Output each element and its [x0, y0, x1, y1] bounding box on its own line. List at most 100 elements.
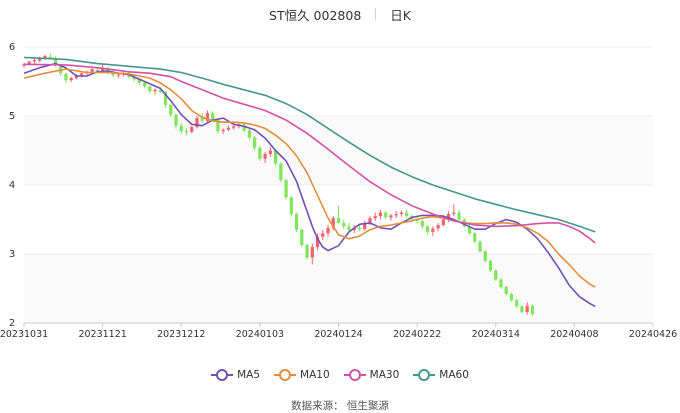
- candle: [174, 113, 178, 129]
- y-tick-label: 5: [9, 111, 15, 122]
- candle-body: [184, 131, 189, 133]
- candle-body: [205, 113, 210, 121]
- candle-body: [142, 82, 147, 87]
- candle-body: [59, 64, 63, 74]
- candle: [488, 259, 493, 272]
- candle: [425, 225, 430, 235]
- candle-body: [153, 89, 157, 92]
- candle: [43, 54, 47, 61]
- candle: [473, 231, 477, 243]
- candle-body: [148, 86, 152, 92]
- candle-body: [169, 104, 173, 115]
- period-label[interactable]: 日K: [390, 7, 411, 23]
- candle-body: [27, 61, 31, 65]
- candle-body: [310, 247, 314, 258]
- candle: [363, 220, 367, 231]
- x-tick-label: 20231031: [0, 329, 48, 340]
- candle-body: [226, 127, 231, 130]
- legend-marker-icon: [211, 369, 234, 381]
- candle-body: [384, 212, 388, 218]
- candle: [310, 243, 314, 265]
- candle-body: [216, 119, 220, 132]
- candle-body: [211, 113, 215, 120]
- candle-body: [378, 212, 383, 217]
- candle: [273, 149, 278, 166]
- candle-body: [43, 55, 47, 59]
- y-tick-label: 2: [9, 318, 15, 329]
- candle: [494, 269, 498, 281]
- candle: [394, 211, 398, 219]
- x-tick-label: 20240124: [314, 329, 362, 340]
- candle-body: [284, 180, 288, 198]
- moving-average-layer: [23, 56, 596, 308]
- candle: [384, 211, 388, 220]
- candle: [258, 145, 262, 161]
- candle-body: [64, 73, 68, 81]
- candle-body: [253, 137, 257, 148]
- candle-body: [331, 218, 335, 228]
- candle-body: [420, 220, 424, 227]
- candle: [221, 128, 225, 134]
- candle-body: [116, 74, 120, 76]
- legend-marker-icon: [343, 369, 366, 381]
- candle-body: [347, 226, 351, 230]
- legend-item-ma5[interactable]: MA5: [211, 369, 260, 381]
- candle: [190, 125, 194, 134]
- candle: [216, 118, 220, 134]
- candle-body: [258, 147, 262, 159]
- candle: [452, 204, 456, 217]
- candle-body: [478, 241, 482, 252]
- candle: [179, 122, 183, 134]
- candle: [294, 212, 299, 232]
- candle: [478, 240, 482, 253]
- candle-body: [101, 67, 105, 72]
- candle-body: [515, 300, 519, 307]
- candle-body: [200, 118, 204, 121]
- candle: [315, 233, 320, 250]
- candle-body: [483, 251, 487, 261]
- x-tick-label: 20240408: [550, 329, 598, 340]
- candle-body: [38, 58, 42, 61]
- legend-item-ma10[interactable]: MA10: [274, 369, 330, 381]
- candle: [326, 225, 330, 237]
- candle-body: [69, 78, 73, 81]
- candle-body: [53, 58, 58, 65]
- legend-label: MA5: [237, 369, 261, 381]
- candle: [446, 211, 451, 223]
- candle-body: [48, 56, 52, 59]
- candle-body: [80, 73, 84, 76]
- candle: [226, 125, 231, 132]
- candle: [305, 243, 309, 260]
- candle-body: [195, 118, 199, 128]
- candle: [405, 209, 409, 219]
- candle: [64, 72, 68, 83]
- candle: [336, 205, 341, 223]
- candle: [205, 110, 210, 123]
- candle-body: [342, 222, 346, 227]
- candle-body: [394, 213, 398, 216]
- candle: [69, 76, 73, 83]
- candle-body: [32, 60, 37, 62]
- candle-body: [357, 227, 362, 230]
- candle: [331, 216, 335, 231]
- candle-body: [174, 114, 178, 126]
- legend-item-ma30[interactable]: MA30: [343, 369, 399, 381]
- candle-body: [315, 236, 320, 248]
- y-tick-label: 3: [9, 249, 15, 260]
- candle-body: [504, 287, 508, 295]
- candle-body: [279, 163, 283, 181]
- legend-item-ma60[interactable]: MA60: [413, 369, 469, 381]
- candle: [483, 249, 487, 263]
- candle: [504, 285, 508, 296]
- candle: [420, 219, 424, 230]
- axis-layer: 2 3 4 5 6 20231031 20231121 20231212 20240103 202…: [0, 42, 677, 340]
- candle-body: [268, 150, 272, 154]
- candle-body: [232, 126, 236, 128]
- x-tick-label: 20240314: [472, 329, 520, 340]
- candle-body: [326, 227, 330, 234]
- candle: [499, 278, 503, 289]
- candle-body: [163, 91, 168, 105]
- chart-legend: MA5 MA10 MA30 MA60: [0, 366, 680, 384]
- candle: [399, 210, 404, 217]
- candle-body: [263, 153, 267, 159]
